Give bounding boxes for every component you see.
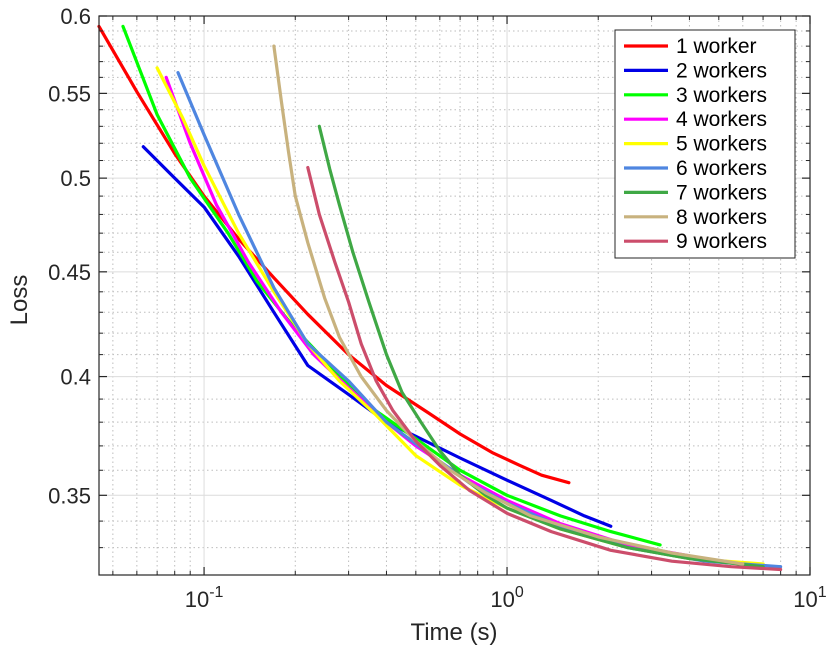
legend-label-8: 8 workers	[676, 206, 767, 229]
y-tick-label: 0.5	[60, 166, 91, 191]
legend-label-9: 9 workers	[676, 230, 767, 253]
x-axis-label: Time (s)	[410, 619, 497, 646]
series-layer	[97, 24, 783, 572]
x-tick-label-exponent: 1	[818, 584, 827, 601]
series-line-9	[306, 165, 783, 572]
y-axis-tick-labels: 0.35 0.4 0.45 0.5 0.55 0.6	[48, 4, 91, 508]
minor-grid	[99, 16, 810, 575]
y-axis-label: Loss	[6, 275, 33, 326]
y-tick-label: 0.55	[48, 81, 91, 106]
x-tick-label-base: 10	[490, 587, 514, 612]
x-tick-label-base: 10	[185, 587, 209, 612]
y-tick-label: 0.35	[48, 483, 91, 508]
y-tick-label: 0.45	[48, 260, 91, 285]
legend-label-7: 7 workers	[676, 181, 767, 204]
legend-label-4: 4 workers	[676, 108, 767, 131]
legend-label-5: 5 workers	[676, 133, 767, 156]
x-tick-label-base: 10	[793, 587, 817, 612]
legend-label-6: 6 workers	[676, 157, 767, 180]
legend-label-3: 3 workers	[676, 84, 767, 107]
x-tick-label: 101	[793, 584, 826, 612]
x-tick-label: 10-1	[185, 584, 224, 612]
x-tick-label-exponent: -1	[209, 584, 223, 601]
series-line-8	[272, 44, 745, 566]
series-line-3	[121, 24, 662, 547]
plot-frame	[98, 15, 811, 576]
axis-ticks	[99, 15, 811, 575]
series-line-7	[317, 124, 765, 569]
legend-label-2: 2 workers	[676, 59, 767, 82]
legend-label-1: 1 worker	[676, 35, 757, 58]
x-tick-label-exponent: 0	[515, 584, 524, 601]
x-axis-tick-labels: 10-1 100 101	[185, 584, 827, 612]
y-tick-label: 0.6	[60, 4, 91, 29]
x-tick-label: 100	[490, 584, 523, 612]
y-tick-label: 0.4	[60, 365, 91, 390]
